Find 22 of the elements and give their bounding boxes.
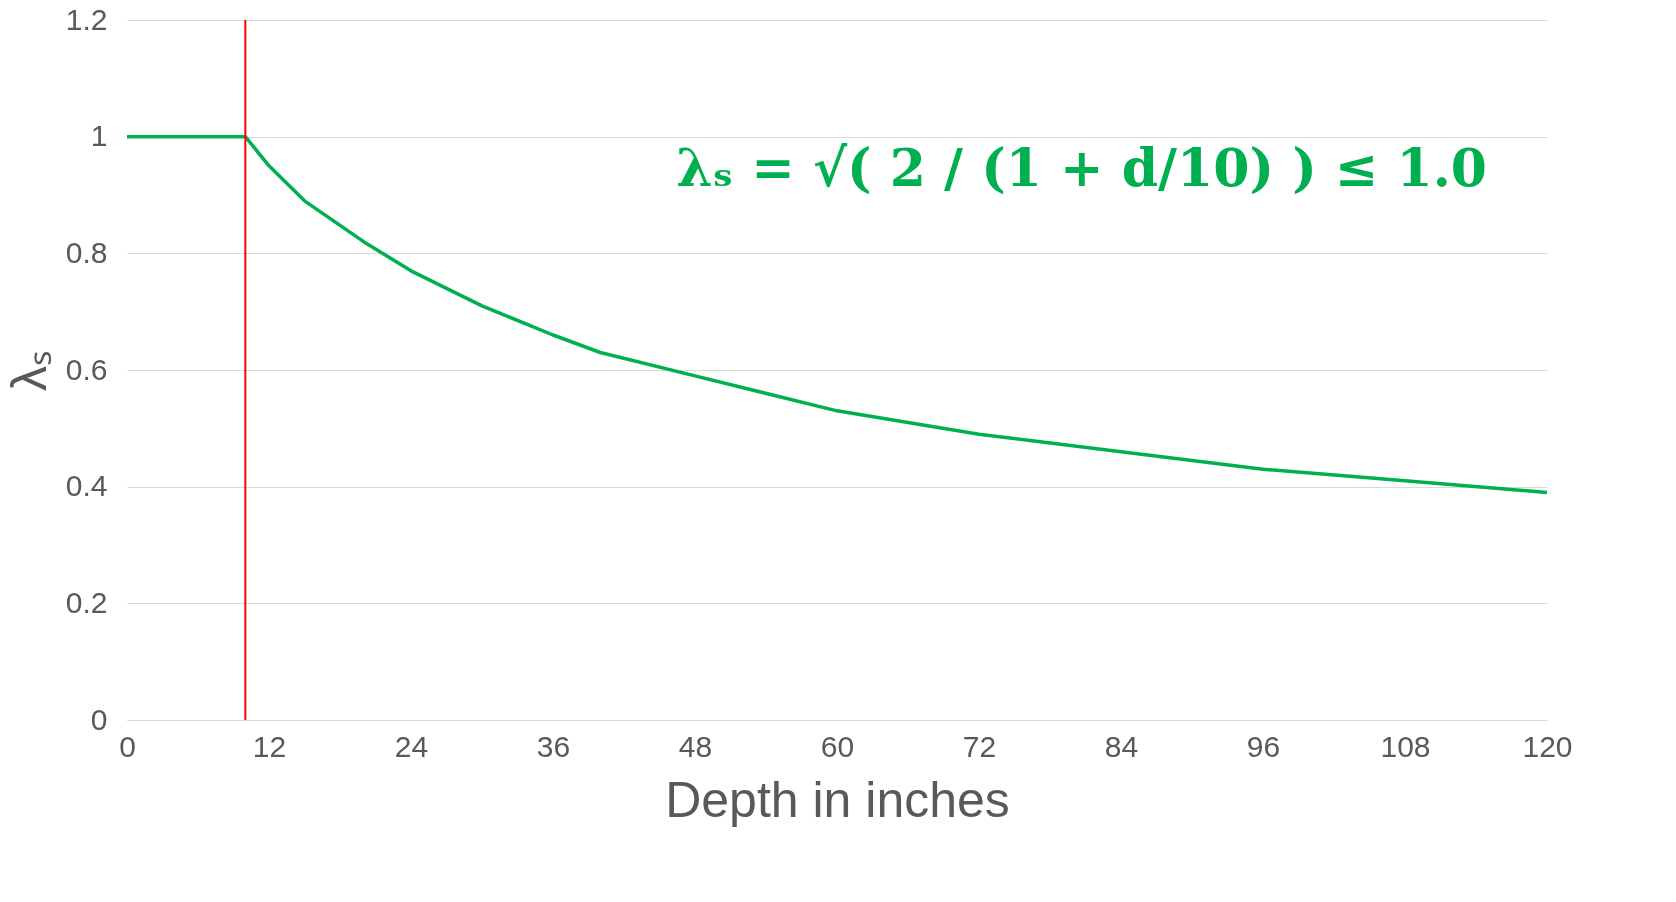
y-tick-label: 0 [90,702,108,736]
y-tick-label: 0.4 [65,469,108,503]
line-series [125,134,1549,495]
x-tick-label: 48 [678,729,713,763]
x-tick-label: 60 [820,729,855,763]
annotation: λₛ = √( 2 / (1 + d/10) ) ≤ 1.0 [676,137,1487,198]
y-tick-label: 0.8 [65,235,108,269]
y-axis-title: λₛ [0,350,57,391]
x-tick-label: 84 [1104,729,1139,763]
x-tick-label: 24 [394,729,429,763]
x-axis-title: Depth in inches [665,771,1010,828]
x-tick-label: 12 [252,729,287,763]
x-tick-label: 120 [1522,729,1573,763]
y-tick-label: 1 [90,119,108,153]
x-tick-label: 0 [119,729,136,763]
y-tick-label: 1.2 [65,2,108,36]
x-tick-label: 36 [536,729,571,763]
x-tick-label: 96 [1246,729,1281,763]
x-tick-label: 72 [962,729,997,763]
x-tick-label: 108 [1380,729,1431,763]
y-tick-label: 0.2 [65,585,108,619]
y-tick-label: 0.6 [65,352,108,386]
